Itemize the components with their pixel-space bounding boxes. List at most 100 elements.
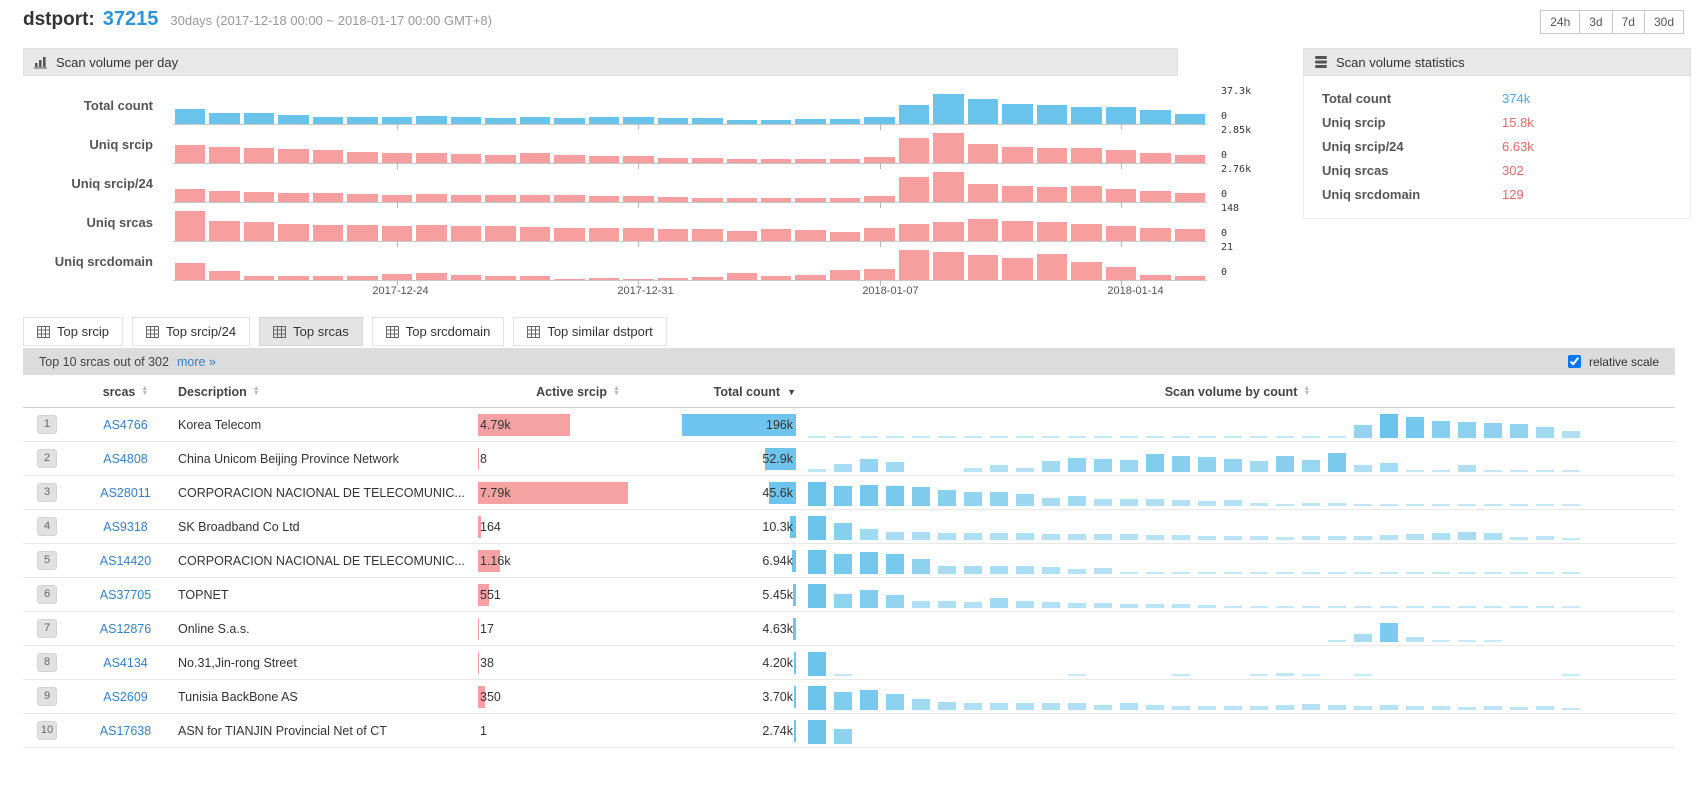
spark-bar <box>1432 705 1450 710</box>
chart-bar <box>347 151 378 163</box>
tab-top-srcas[interactable]: Top srcas <box>259 317 363 346</box>
srcas-link[interactable]: AS4808 <box>103 451 148 466</box>
spark-bar <box>1380 462 1398 472</box>
tab-top-srcdomain[interactable]: Top srcdomain <box>371 317 505 346</box>
table-header-cell-description[interactable]: Description ▲ ▼ <box>178 385 478 399</box>
sort-icon: ▲ ▼ <box>252 385 260 397</box>
scan-volume-chart: Total count 37.3k 0 Uniq srcip 2.85k 0 Uniq sr… <box>23 76 1291 286</box>
spark-bar <box>1328 535 1346 540</box>
spark-slot <box>1276 536 1294 540</box>
chart-bar <box>209 191 240 202</box>
spark-slot <box>1484 503 1502 506</box>
tab-top-srcip[interactable]: Top srcip <box>23 317 124 346</box>
table-header-cell-active-srcip[interactable]: Active srcip ▲ ▼ <box>478 385 678 399</box>
chart-row-uniq-srcip: Uniq srcip 2.85k 0 <box>23 125 1291 169</box>
spark-slot <box>1276 704 1294 710</box>
spark-bar <box>1458 605 1476 608</box>
spark-bar <box>1406 416 1424 438</box>
chart-bar <box>760 198 792 202</box>
srcas-link[interactable]: AS28011 <box>100 485 151 500</box>
x-axis-tick <box>879 124 881 130</box>
chart-row-scale: 21 0 <box>1207 242 1291 278</box>
spark-slot <box>1380 704 1398 710</box>
tab-top-similar-dstport[interactable]: Top similar dstport <box>513 317 667 346</box>
spark-slot <box>964 702 982 710</box>
srcas-link[interactable]: AS37705 <box>99 587 152 602</box>
table-header-cell-scan-volume-by-count[interactable]: Scan volume by count ▲ ▼ <box>800 385 1675 399</box>
chart-bar <box>623 156 654 163</box>
active-srcip-value: 7.79k <box>480 485 511 500</box>
spark-slot <box>1250 571 1268 574</box>
table-header-cell-srcas[interactable]: srcas ▲ ▼ <box>73 385 178 399</box>
chart-bar <box>898 250 930 280</box>
spark-slot <box>1224 499 1242 506</box>
spark-bar <box>860 435 878 438</box>
spark-slot <box>834 485 852 506</box>
chart-bar <box>692 229 723 241</box>
chart-bar <box>278 192 309 202</box>
spark-cell <box>796 514 1675 540</box>
chart-row-uniq-srcas: Uniq srcas 148 0 <box>23 203 1291 247</box>
spark-bar <box>1354 503 1372 506</box>
spark-bar <box>886 693 904 710</box>
table-row: 1 AS4766 Korea Telecom 4.79k 196k <box>23 408 1675 442</box>
spark-bar <box>886 461 904 472</box>
spark-slot <box>860 458 878 472</box>
spark-slot <box>1094 533 1112 540</box>
chart-bar <box>1140 109 1171 124</box>
spark-slot <box>1120 498 1138 506</box>
range-button-7d[interactable]: 7d <box>1611 10 1645 34</box>
range-button-3d[interactable]: 3d <box>1579 10 1613 34</box>
spark-bar <box>1120 702 1138 710</box>
spark-slot <box>1094 458 1112 472</box>
range-button-24h[interactable]: 24h <box>1540 10 1581 34</box>
srcas-link[interactable]: AS12876 <box>99 621 152 636</box>
chart-bar <box>1140 152 1171 163</box>
srcas-link[interactable]: AS9318 <box>103 519 148 534</box>
spark-bar <box>1380 704 1398 710</box>
spark-slot <box>1224 535 1242 540</box>
chart-row-label: Total count <box>83 98 153 113</box>
chart-row-uniq-srcdomain: Uniq srcdomain 21 0 <box>23 242 1291 286</box>
chart-bar <box>588 195 620 202</box>
srcas-link[interactable]: AS17638 <box>99 723 152 738</box>
srcas-link[interactable]: AS14420 <box>99 553 152 568</box>
srcas-link[interactable]: AS2609 <box>103 689 148 704</box>
chart-bar <box>726 230 757 241</box>
spark-bar <box>1276 455 1294 472</box>
spark-slot <box>1328 502 1346 506</box>
total-count-bar <box>792 549 796 572</box>
total-count-value: 10.3k <box>762 519 793 534</box>
total-count-value: 2.74k <box>762 723 793 738</box>
relative-scale-checkbox[interactable] <box>1567 355 1581 368</box>
spark-bar <box>1302 703 1320 710</box>
chart-bar <box>312 224 344 241</box>
srcas-link[interactable]: AS4134 <box>103 655 148 670</box>
active-srcip-cell: 1 <box>478 720 678 742</box>
spark-bar <box>1458 421 1476 438</box>
spark-chart <box>796 514 1675 540</box>
range-button-30d[interactable]: 30d <box>1643 10 1684 34</box>
spark-slot <box>1406 705 1424 710</box>
spark-slot <box>938 489 956 506</box>
spark-bar <box>1224 605 1242 608</box>
spark-slot <box>834 522 852 540</box>
spark-slot <box>1042 497 1060 506</box>
spark-slot <box>1354 673 1372 676</box>
table-header-cell-total-count[interactable]: Total count ▼ <box>678 385 800 399</box>
spark-slot <box>860 435 878 438</box>
rank-cell: 7 <box>23 619 73 638</box>
spark-bar <box>1458 531 1476 540</box>
x-axis-tick <box>638 202 640 208</box>
active-srcip-cell: 1.16k <box>478 549 678 572</box>
tab-top-srcip-24[interactable]: Top srcip/24 <box>132 317 251 346</box>
spark-slot <box>990 565 1008 574</box>
spark-slot <box>1146 435 1164 438</box>
srcas-cell: AS12876 <box>73 622 178 636</box>
x-axis-tick <box>397 124 399 130</box>
more-link[interactable]: more » <box>176 354 216 369</box>
chart-bar <box>519 153 551 163</box>
chart-bar <box>416 115 447 124</box>
srcas-link[interactable]: AS4766 <box>103 417 148 432</box>
spark-slot <box>1250 502 1268 506</box>
